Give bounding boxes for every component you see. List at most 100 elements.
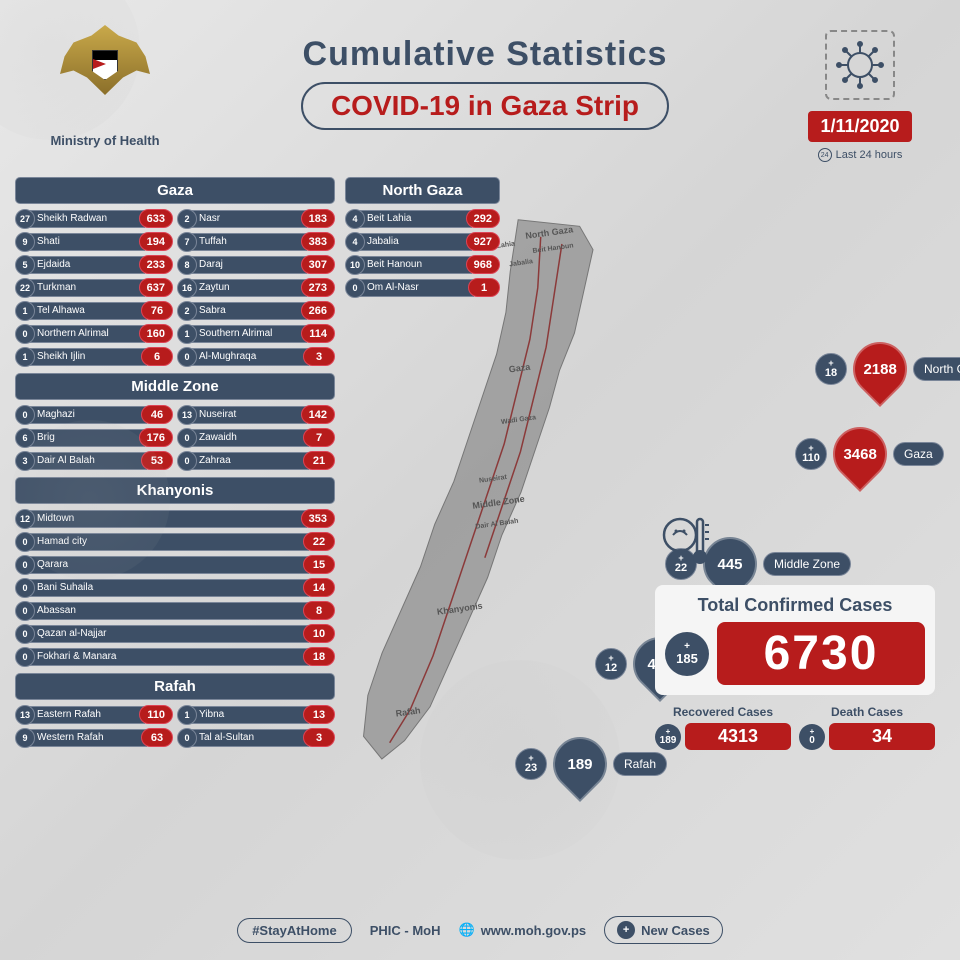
pill-name: Beit Hanoun [357,256,472,274]
pill-new: 22 [15,278,35,298]
pill-name: Yibna [189,706,309,724]
pill-new: 0 [177,428,197,448]
data-pill: 13Eastern Rafah110 [15,704,173,725]
pill-new: 9 [15,728,35,748]
pill-total: 3 [303,728,335,747]
recovered-num: 4313 [685,723,791,750]
pill-total: 968 [466,255,500,274]
pill-new: 0 [15,578,35,598]
data-pill: 1Tel Alhawa76 [15,300,173,321]
pill-name: Bani Suhaila [27,579,309,597]
pill-new: 5 [15,255,35,275]
marker-new: 110 [795,438,827,470]
pill-name: Fokhari & Manara [27,648,309,666]
url-label: 🌐 www.moh.gov.ps [459,922,587,938]
pill-name: Western Rafah [27,729,147,747]
total-confirmed: 6730 [717,622,925,685]
main-title: Cumulative Statistics [180,35,790,74]
region-title: Middle Zone [15,373,335,400]
map-marker-rafah: 23189Rafah [515,737,667,791]
pill-total: 927 [466,232,500,251]
pill-name: Nasr [189,210,307,228]
data-pill: 1Sheikh Ijlin6 [15,346,173,367]
pill-new: 0 [345,278,365,298]
pill-new: 0 [15,324,35,344]
pill-new: 0 [15,647,35,667]
subtitle: COVID-19 in Gaza Strip [301,82,669,130]
pill-total: 233 [139,255,173,274]
pill-new: 4 [345,209,365,229]
pill-name: Southern Alrimal [189,325,307,343]
pill-total: 110 [139,705,173,724]
pill-new: 9 [15,232,35,252]
map-marker-north-gaza: 182188North Gaza [815,342,960,396]
data-pill: 22Turkman637 [15,277,173,298]
total-new: 185 [665,632,709,676]
pill-name: Om Al-Nasr [357,279,474,297]
pill-name: Eastern Rafah [27,706,145,724]
total-title: Total Confirmed Cases [665,595,925,616]
pill-new: 0 [177,451,197,471]
bg-decoration [10,420,170,580]
pill-total: 63 [141,728,173,747]
marker-label: North Gaza [913,357,960,381]
region-rafah: Rafah13Eastern Rafah1101Yibna139Western … [15,673,335,748]
region-title: Rafah [15,673,335,700]
data-pill: 4Beit Lahia292 [345,208,500,229]
pill-total: 76 [141,301,173,320]
data-pill: 0Northern Alrimal160 [15,323,173,344]
pill-total: 637 [139,278,173,297]
pill-new: 0 [15,555,35,575]
new-cases-legend: + New Cases [604,916,723,944]
map-column: North Gaza Gaza Middle Zone Khanyonis Ra… [345,177,945,857]
map-marker-gaza: 1103468Gaza [795,427,944,481]
marker-pin: 3468 [833,427,887,481]
data-pill: 27Sheikh Radwan633 [15,208,173,229]
pill-name: Tal al-Sultan [189,729,309,747]
pill-new: 10 [345,255,365,275]
title-area: Cumulative Statistics COVID-19 in Gaza S… [180,25,790,130]
pill-new: 16 [177,278,197,298]
marker-pin: 2188 [853,342,907,396]
pill-name: Al-Mughraqa [189,348,309,366]
pill-new: 0 [15,601,35,621]
recovered-title: Recovered Cases [655,705,791,719]
pill-new: 1 [177,705,197,725]
marker-label: Gaza [893,442,944,466]
pill-new: 3 [15,451,35,471]
pill-name: Shati [27,233,145,251]
data-pill: 0Om Al-Nasr1 [345,277,500,298]
data-pill: 0Tal al-Sultan3 [177,727,335,748]
pill-name: Abassan [27,602,309,620]
date-area: 1/11/2020 24 Last 24 hours [790,25,930,162]
pill-total: 292 [466,209,500,228]
globe-icon: 🌐 [459,922,475,938]
org-label: PHIC - MoH [370,923,441,938]
pill-total: 160 [139,324,173,343]
deaths-title: Death Cases [799,705,935,719]
pill-new: 2 [177,209,197,229]
header: Ministry of Health Cumulative Statistics… [0,0,960,177]
pill-name: Jabalia [357,233,472,251]
pill-name: Ejdaida [27,256,145,274]
marker-new: 18 [815,353,847,385]
pill-total: 1 [468,278,500,297]
data-pill: 2Nasr183 [177,208,335,229]
data-pill: 1Yibna13 [177,704,335,725]
data-pill: 0Fokhari & Manara18 [15,646,335,667]
last24-label: 24 Last 24 hours [790,148,930,162]
region-title: North Gaza [345,177,500,204]
pill-new: 6 [15,428,35,448]
recovered-new: 189 [655,724,681,750]
pill-new: 13 [177,405,197,425]
pill-total: 18 [303,647,335,666]
pill-new: 0 [15,532,35,552]
pill-total: 13 [303,705,335,724]
data-pill: 4Jabalia927 [345,231,500,252]
pill-new: 27 [15,209,35,229]
pill-total: 633 [139,209,173,228]
pill-new: 12 [15,509,35,529]
data-pill: 9Western Rafah63 [15,727,173,748]
pill-new: 1 [15,301,35,321]
pill-name: Northern Alrimal [27,325,145,343]
